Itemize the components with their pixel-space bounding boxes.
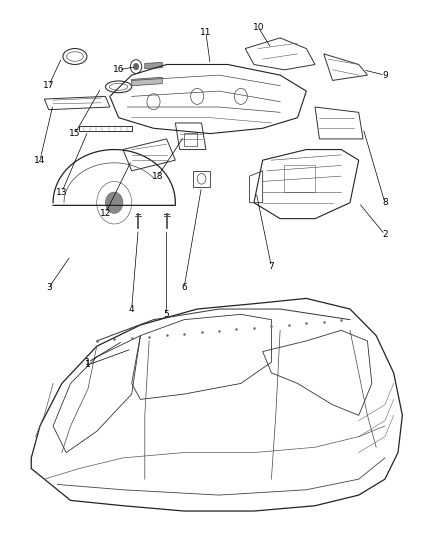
Text: 3: 3 [46,283,52,292]
Text: 13: 13 [56,188,67,197]
Text: 10: 10 [253,23,264,32]
Text: 1: 1 [85,358,91,367]
Text: 7: 7 [268,262,274,271]
Text: 14: 14 [34,156,46,165]
Text: 17: 17 [43,81,54,90]
Text: 15: 15 [69,129,81,138]
Text: 2: 2 [382,230,388,239]
Text: 11: 11 [200,28,212,37]
Text: 12: 12 [100,209,111,218]
Text: 16: 16 [113,66,124,74]
Text: 5: 5 [164,310,170,319]
Circle shape [134,63,139,70]
Polygon shape [145,62,162,69]
Polygon shape [132,77,162,86]
Circle shape [106,192,123,213]
Bar [184,133,197,146]
Text: 6: 6 [181,283,187,292]
Text: 8: 8 [382,198,388,207]
Text: 4: 4 [129,304,134,313]
Text: 1: 1 [85,360,91,369]
Text: 9: 9 [382,70,388,79]
Text: 18: 18 [152,172,164,181]
